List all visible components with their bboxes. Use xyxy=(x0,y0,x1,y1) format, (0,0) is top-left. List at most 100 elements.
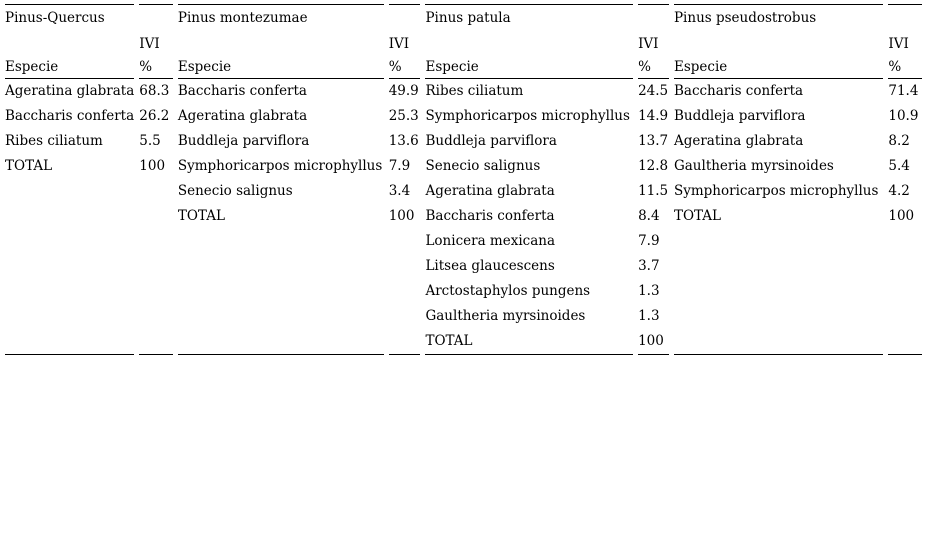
ivi-value-cell: 5.5 xyxy=(139,133,161,149)
percent-header: % xyxy=(139,57,173,79)
ivi-value-cell xyxy=(888,229,922,254)
ivi-value-cell xyxy=(139,329,173,355)
species-cell xyxy=(178,254,384,279)
ivi-value-cell xyxy=(139,254,173,279)
ivi-value-cell: 5.4 xyxy=(888,158,910,174)
species-cell xyxy=(674,229,883,254)
species-cell: Arctostaphylos pungens xyxy=(425,283,591,299)
table-body: Ageratina glabrata 68.3 Baccharis conferta… xyxy=(5,79,922,355)
ivi-value-cell xyxy=(888,304,922,329)
especie-header: Especie xyxy=(425,57,634,79)
ivi-value-cell xyxy=(139,204,173,229)
especie-header: Especie xyxy=(673,57,884,79)
percent-header: % xyxy=(638,57,669,79)
species-cell xyxy=(5,229,134,254)
table-row: Senecio salignus 3.4 Ageratina glabrata 11.… xyxy=(5,179,922,204)
ivi-value-cell xyxy=(389,254,421,279)
total-value-cell: 100 xyxy=(888,208,915,224)
ivi-label-spacer xyxy=(425,31,633,57)
ivi-label-spacer xyxy=(178,31,384,57)
ivi-value-cell: 10.9 xyxy=(888,108,919,124)
species-cell xyxy=(5,254,134,279)
percent-header: % xyxy=(388,57,421,79)
total-label-cell: TOTAL xyxy=(425,329,634,355)
column-header-row: Especie% Especie% Especie% Especie% xyxy=(5,57,922,79)
table-row: Ageratina glabrata 68.3 Baccharis conferta… xyxy=(5,79,922,104)
species-cell: Ribes ciliatum xyxy=(5,133,103,149)
species-cell: Senecio salignus xyxy=(425,158,541,174)
total-label-cell: TOTAL xyxy=(5,158,53,174)
table-row: Baccharis conferta 26.2 Ageratina glabrata… xyxy=(5,104,922,129)
ivi-value-cell: 24.5 xyxy=(638,83,669,99)
especie-header: Especie xyxy=(5,57,135,79)
species-cell xyxy=(178,279,384,304)
species-cell: Symphoricarpos microphyllus xyxy=(673,183,879,199)
ivi-label: IVI xyxy=(638,35,659,52)
group-title-spacer xyxy=(388,3,421,31)
species-cell xyxy=(177,329,384,355)
ivi-value-cell: 3.4 xyxy=(388,183,411,199)
ivi-label: IVI xyxy=(888,35,909,52)
ivi-value-cell xyxy=(888,254,922,279)
table-row: Litsea glaucescens 3.7 xyxy=(5,254,922,279)
ivi-label: IVI xyxy=(139,35,160,52)
species-cell xyxy=(674,279,883,304)
species-cell xyxy=(5,279,134,304)
species-cell: Ageratina glabrata xyxy=(5,83,135,99)
ivi-value-cell xyxy=(389,304,421,329)
table-row: TOTAL 100 xyxy=(5,329,922,355)
species-cell: Ageratina glabrata xyxy=(425,183,555,199)
species-cell: Gaultheria myrsinoides xyxy=(425,308,586,324)
group-title: Pinus-Quercus xyxy=(5,3,135,31)
ivi-value-cell xyxy=(139,304,173,329)
ivi-value-cell: 11.5 xyxy=(638,183,669,199)
table-row: Gaultheria myrsinoides 1.3 xyxy=(5,304,922,329)
species-cell: Symphoricarpos microphyllus xyxy=(177,158,383,174)
group-title: Pinus pseudostrobus xyxy=(673,3,884,31)
group-title: Pinus patula xyxy=(425,3,634,31)
species-cell xyxy=(5,304,134,329)
ivi-value-cell xyxy=(389,229,421,254)
ivi-value-cell: 71.4 xyxy=(888,83,919,99)
species-cell: Baccharis conferta xyxy=(673,83,804,99)
total-value-cell: 100 xyxy=(388,208,415,224)
species-cell: Symphoricarpos microphyllus xyxy=(425,108,630,124)
ivi-value-cell xyxy=(389,279,421,304)
ivi-value-cell: 7.9 xyxy=(638,233,660,249)
species-cell: Lonicera mexicana xyxy=(425,233,555,249)
table-row: Lonicera mexicana 7.9 xyxy=(5,229,922,254)
species-cell xyxy=(178,304,384,329)
percent-header: % xyxy=(888,57,922,79)
species-cell xyxy=(674,254,883,279)
total-value-cell: 100 xyxy=(139,158,166,174)
species-cell: Gaultheria myrsinoides xyxy=(673,158,834,174)
species-cell xyxy=(178,229,384,254)
document-page: { "page": { "background": "#ffffff" }, "… xyxy=(0,3,927,552)
species-cell: Buddleja parviflora xyxy=(425,133,557,149)
ivi-value-cell: 7.9 xyxy=(388,158,411,174)
ivi-label-spacer xyxy=(674,31,883,57)
species-cell xyxy=(5,329,135,355)
ivi-value-cell xyxy=(388,329,421,355)
ivi-value-cell xyxy=(139,179,173,204)
ivi-value-cell: 4.2 xyxy=(888,183,910,199)
ivi-value-cell xyxy=(139,279,173,304)
table-row: TOTAL 100 Symphoricarpos microphyllus 7.9 Se… xyxy=(5,154,922,179)
species-cell xyxy=(673,329,884,355)
total-label-cell: TOTAL xyxy=(177,208,225,224)
ivi-value-cell: 13.6 xyxy=(388,133,419,149)
ivi-label-spacer xyxy=(5,31,134,57)
group-title-spacer xyxy=(139,3,173,31)
total-value-cell: 100 xyxy=(638,329,669,355)
ivi-value-cell: 14.9 xyxy=(638,108,669,124)
ivi-value-cell xyxy=(139,229,173,254)
ivi-value-cell xyxy=(888,279,922,304)
group-title-spacer xyxy=(638,3,669,31)
ivi-species-table: Pinus-Quercus Pinus montezumae Pinus patul… xyxy=(0,3,927,355)
ivi-value-cell: 13.7 xyxy=(638,133,669,149)
ivi-value-cell: 49.9 xyxy=(388,83,419,99)
species-cell: Ageratina glabrata xyxy=(673,133,804,149)
ivi-value-cell xyxy=(888,329,922,355)
ivi-value-cell: 1.3 xyxy=(638,308,660,324)
ivi-value-cell: 12.8 xyxy=(638,158,669,174)
